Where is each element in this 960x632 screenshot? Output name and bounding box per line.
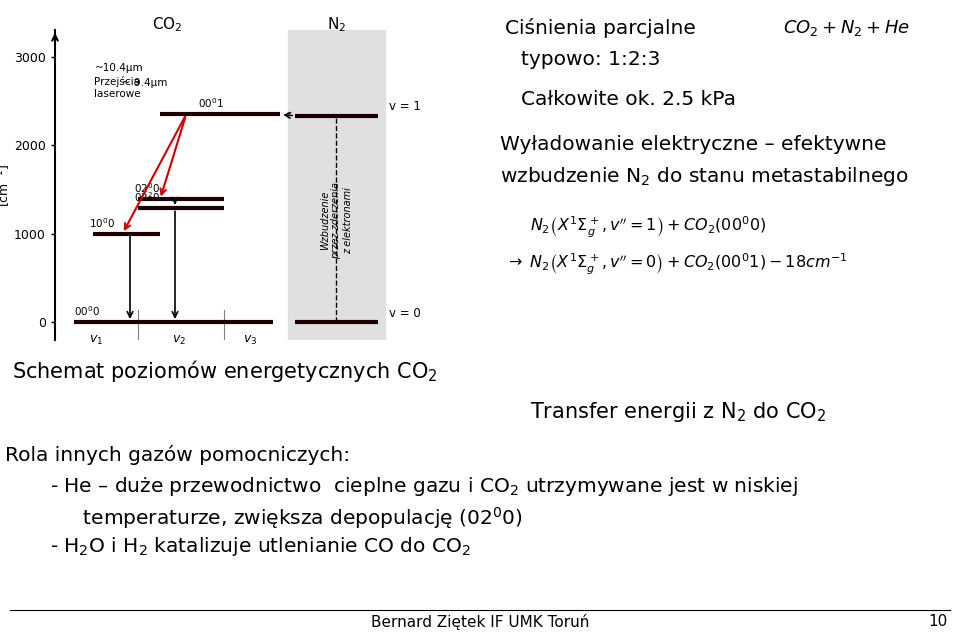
Text: 02$^0$0: 02$^0$0: [133, 181, 159, 195]
Text: Wyładowanie elektryczne – efektywne: Wyładowanie elektryczne – efektywne: [500, 135, 886, 154]
Text: N$_2$: N$_2$: [326, 16, 346, 34]
Text: CO$_2$: CO$_2$: [153, 16, 182, 34]
Text: temperaturze, zwiększa depopulację (02$^0$0): temperaturze, zwiększa depopulację (02$^…: [70, 505, 523, 531]
Text: v = 0: v = 0: [389, 307, 420, 320]
Text: $v_3$: $v_3$: [243, 334, 257, 347]
Text: Ciśnienia parcjalne: Ciśnienia parcjalne: [505, 18, 696, 38]
Text: ~10.4μm: ~10.4μm: [94, 63, 143, 73]
Text: 10$^0$0: 10$^0$0: [88, 216, 115, 229]
Text: 02$^2$0: 02$^2$0: [133, 191, 159, 205]
Text: typowo: 1:2:3: typowo: 1:2:3: [521, 50, 660, 69]
Text: - H$_2$O i H$_2$ katalizuje utlenianie CO do CO$_2$: - H$_2$O i H$_2$ katalizuje utlenianie C…: [50, 535, 470, 558]
Text: $v_2$: $v_2$: [172, 334, 185, 347]
Text: 00$^0$0: 00$^0$0: [74, 305, 100, 319]
Text: 10: 10: [928, 614, 948, 629]
Text: 00$^0$1: 00$^0$1: [198, 97, 224, 110]
Text: $\rightarrow\ N_2\left(X^1\Sigma_g^+, v^{\prime\prime}=0\right) + CO_2\left(00^0: $\rightarrow\ N_2\left(X^1\Sigma_g^+, v^…: [505, 252, 848, 277]
Text: v = 1: v = 1: [389, 100, 420, 113]
Text: wzbudzenie N$_2$ do stanu metastabilnego: wzbudzenie N$_2$ do stanu metastabilnego: [500, 165, 909, 188]
Text: Transfer energii z N$_2$ do CO$_2$: Transfer energii z N$_2$ do CO$_2$: [530, 400, 827, 424]
Text: $v_1$: $v_1$: [89, 334, 104, 347]
Y-axis label: [cm$^{-1}$]: [cm$^{-1}$]: [0, 164, 12, 207]
Text: - He – duże przewodnictwo  cieplne gazu i CO$_2$ utrzymywane jest w niskiej: - He – duże przewodnictwo cieplne gazu i…: [50, 475, 798, 498]
Text: Bernard Ziętek IF UMK Toruń: Bernard Ziętek IF UMK Toruń: [371, 614, 589, 630]
Text: $N_2\left(X^1\Sigma_g^+, v^{\prime\prime}=1\right) + CO_2\left(00^00\right)$: $N_2\left(X^1\Sigma_g^+, v^{\prime\prime…: [530, 215, 766, 240]
Text: Przejścia
laserowe: Przejścia laserowe: [94, 76, 141, 99]
Text: Rola innych gazów pomocniczych:: Rola innych gazów pomocniczych:: [5, 445, 350, 465]
Bar: [287, 30, 385, 340]
Text: $CO_2+N_2+He$: $CO_2+N_2+He$: [782, 18, 910, 38]
Text: ~ 9.4μm: ~ 9.4μm: [123, 78, 168, 88]
Text: Wzbudzenie
przez zderzenia
z elektronami: Wzbudzenie przez zderzenia z elektronami: [320, 182, 353, 259]
Text: Schemat poziomów energetycznych CO$_2$: Schemat poziomów energetycznych CO$_2$: [12, 358, 438, 384]
Text: Całkowite ok. 2.5 kPa: Całkowite ok. 2.5 kPa: [521, 90, 736, 109]
